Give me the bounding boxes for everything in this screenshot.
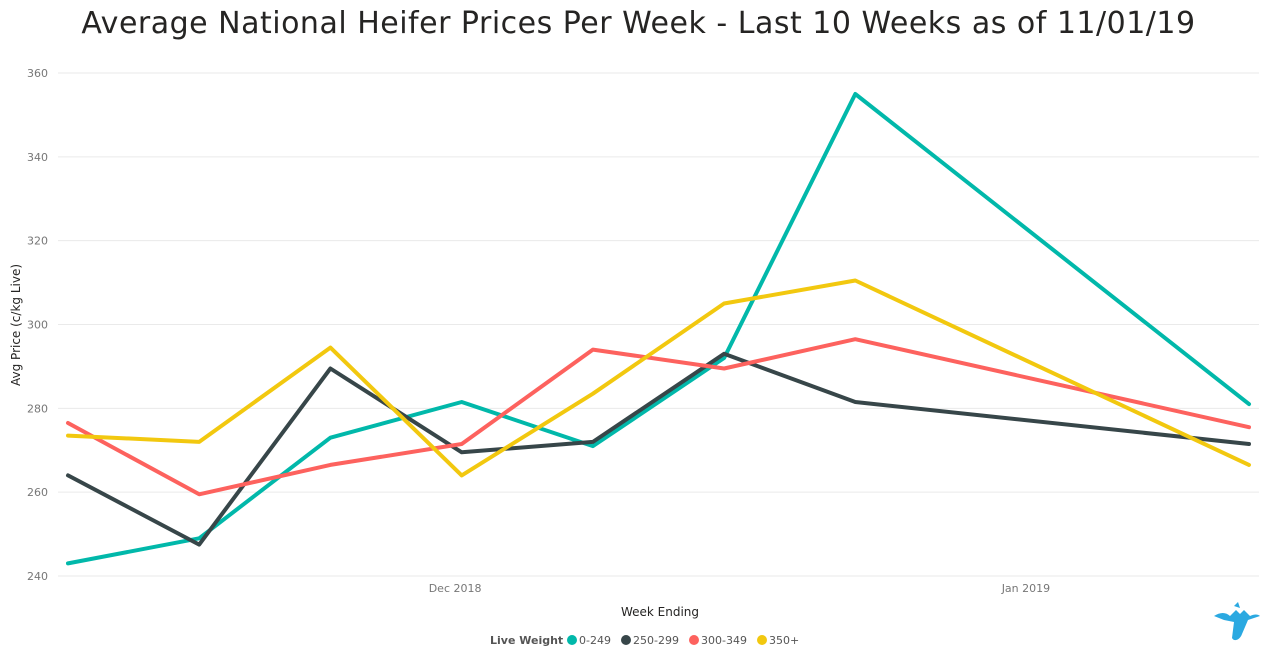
y-tick-label: 280	[27, 402, 48, 415]
legend-title: Live Weight	[490, 634, 563, 647]
brand-logo-icon	[1214, 602, 1260, 641]
series-line-350+[interactable]	[66, 278, 1251, 478]
series-line-300-349[interactable]	[66, 337, 1251, 497]
series-line-0-249[interactable]	[66, 92, 1251, 566]
y-tick-label: 360	[27, 67, 48, 80]
legend-item-label[interactable]: 350+	[769, 634, 799, 647]
y-tick-label: 300	[27, 319, 48, 332]
legend-marker	[621, 635, 631, 645]
chart-title: Average National Heifer Prices Per Week …	[81, 6, 1196, 41]
y-axis-ticks: 240 260 280 300 320 340 360	[27, 67, 48, 583]
y-tick-label: 340	[27, 151, 48, 164]
x-tick-label: Jan 2019	[1001, 582, 1050, 595]
y-axis-title: Avg Price (c/kg Live)	[9, 264, 23, 386]
legend-item-label[interactable]: 250-299	[633, 634, 679, 647]
y-tick-label: 260	[27, 486, 48, 499]
x-axis-title: Week Ending	[621, 605, 699, 619]
y-tick-label: 240	[27, 570, 48, 583]
legend: Live Weight 0-249 250-299 300-349 350+	[490, 634, 799, 647]
legend-item-label[interactable]: 300-349	[701, 634, 747, 647]
x-tick-label: Dec 2018	[429, 582, 482, 595]
legend-marker	[757, 635, 767, 645]
gridlines	[58, 72, 1259, 577]
x-axis-ticks: Dec 2018 Jan 2019	[429, 582, 1050, 595]
legend-marker	[567, 635, 577, 645]
series-line-250-299[interactable]	[66, 351, 1251, 547]
y-tick-label: 320	[27, 235, 48, 248]
legend-marker	[689, 635, 699, 645]
legend-item-label[interactable]: 0-249	[579, 634, 611, 647]
series-lines	[66, 92, 1251, 566]
